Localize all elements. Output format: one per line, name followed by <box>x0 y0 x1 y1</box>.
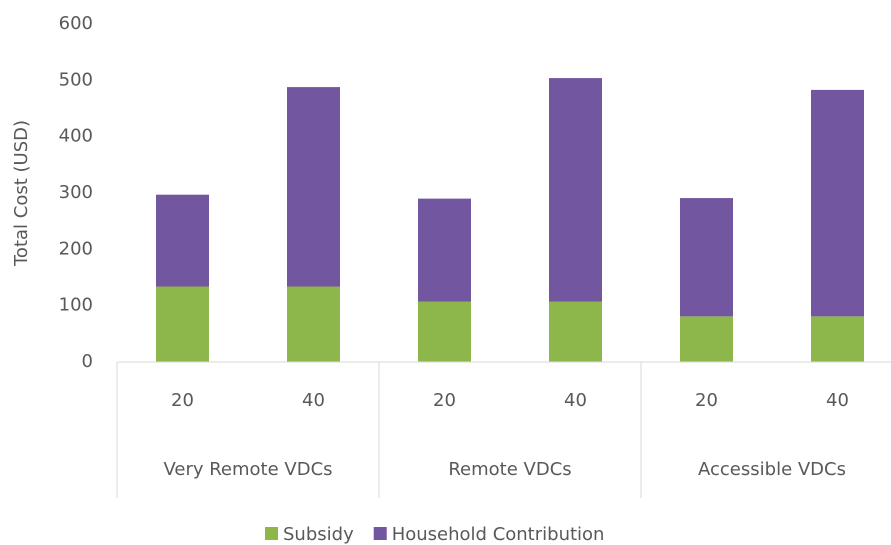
x-tick-label: 40 <box>564 390 587 411</box>
y-tick-label: 300 <box>59 182 93 203</box>
y-axis-title: Total Cost (USD) <box>11 120 32 267</box>
y-tick-label: 400 <box>59 126 93 147</box>
bar-segment <box>287 87 340 287</box>
bar-segment <box>418 301 471 362</box>
y-tick-label: 0 <box>82 351 93 372</box>
x-tick-label: 40 <box>826 390 849 411</box>
bar-segment <box>156 286 209 362</box>
bar-segment <box>811 89 864 317</box>
bar-segment <box>680 316 733 362</box>
group-label: Remote VDCs <box>448 459 571 480</box>
bar-segment <box>156 194 209 287</box>
bar-segment <box>418 198 471 302</box>
y-tick-label: 500 <box>59 69 93 90</box>
group-label: Very Remote VDCs <box>163 459 332 480</box>
x-tick-label: 20 <box>171 390 194 411</box>
bar-segment <box>811 316 864 362</box>
y-tick-label: 100 <box>59 295 93 316</box>
y-tick-label: 600 <box>59 13 93 34</box>
bar-segment <box>549 78 602 302</box>
group-label: Accessible VDCs <box>698 459 846 480</box>
bar-segment <box>549 301 602 362</box>
x-tick-label: 20 <box>433 390 456 411</box>
x-tick-label: 20 <box>695 390 718 411</box>
legend-label: Subsidy <box>283 524 354 545</box>
legend-swatch <box>265 527 278 540</box>
legend-label: Household Contribution <box>392 524 605 545</box>
legend-swatch <box>373 527 387 540</box>
y-tick-label: 200 <box>59 238 93 259</box>
bar-segment <box>680 198 733 317</box>
bar-segment <box>287 286 340 362</box>
x-tick-label: 40 <box>302 390 325 411</box>
